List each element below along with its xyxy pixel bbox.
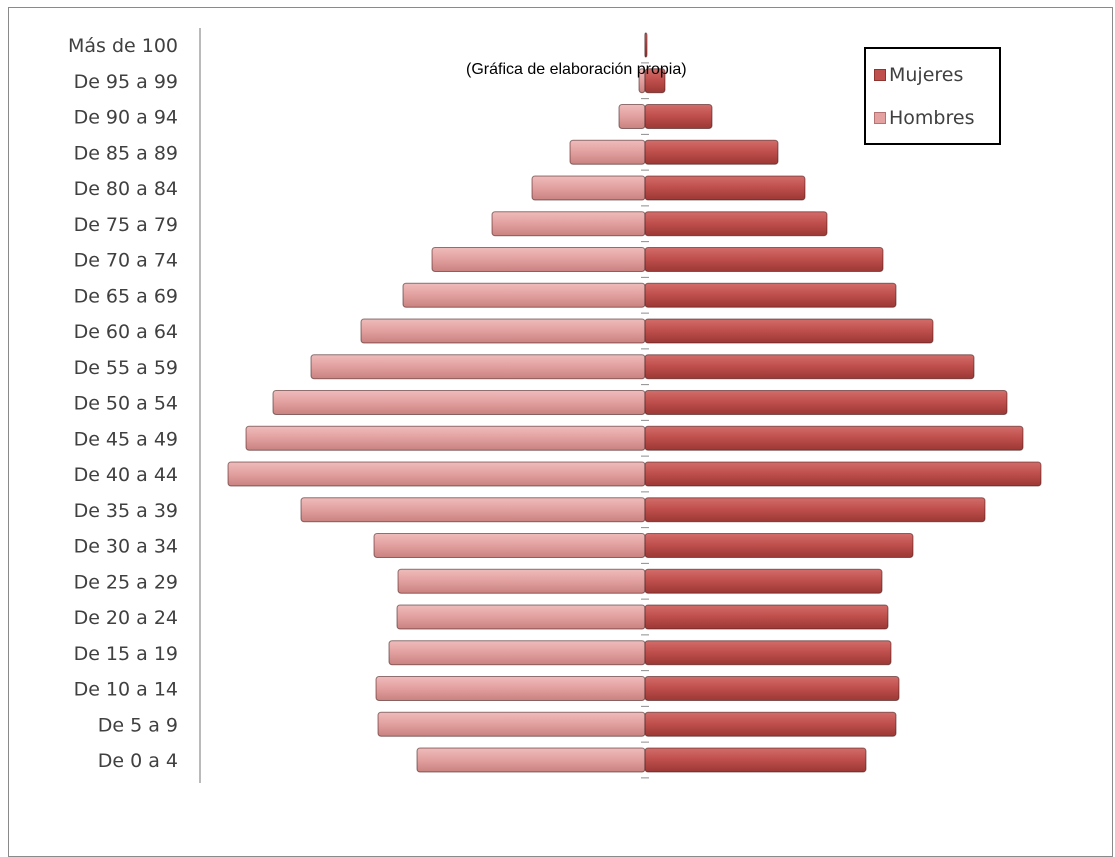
bar-hombres-de-65-a-69 xyxy=(402,282,646,308)
bar-hombres-de-35-a-39 xyxy=(300,497,646,523)
bar-hombres-de-0-a-4 xyxy=(416,747,646,773)
bar-mujeres-de-45-a-49 xyxy=(644,425,1024,451)
category-label-de-50-a-54: De 50 a 54 xyxy=(74,393,178,415)
legend-item-hombres: Hombres xyxy=(874,107,974,129)
bar-hombres-de-10-a-14 xyxy=(375,676,646,701)
bar-mujeres-de-85-a-89 xyxy=(644,139,779,165)
category-label-de-65-a-69: De 65 a 69 xyxy=(74,285,178,307)
bar-mujeres-mas-de-100 xyxy=(644,32,648,58)
category-label-de-30-a-34: De 30 a 34 xyxy=(74,536,178,558)
bar-hombres-de-40-a-44 xyxy=(227,461,646,487)
bar-mujeres-de-15-a-19 xyxy=(644,640,892,666)
bar-hombres-de-80-a-84 xyxy=(531,175,646,201)
category-label-mas-de-100: Más de 100 xyxy=(68,35,178,57)
category-label-de-10-a-14: De 10 a 14 xyxy=(74,679,178,701)
bar-mujeres-de-5-a-9 xyxy=(644,711,897,737)
legend-item-mujeres: Mujeres xyxy=(874,64,963,86)
legend: Mujeres Hombres xyxy=(864,47,1001,145)
category-label-de-35-a-39: De 35 a 39 xyxy=(74,500,178,522)
bar-mujeres-de-60-a-64 xyxy=(644,318,934,344)
bar-mujeres-de-30-a-34 xyxy=(644,533,914,558)
bar-hombres-de-25-a-29 xyxy=(397,568,646,594)
bar-mujeres-de-80-a-84 xyxy=(644,175,806,201)
bar-mujeres-de-10-a-14 xyxy=(644,676,900,701)
bar-mujeres-de-65-a-69 xyxy=(644,282,897,308)
category-label-de-40-a-44: De 40 a 44 xyxy=(74,464,178,486)
bar-mujeres-de-20-a-24 xyxy=(644,604,889,630)
legend-swatch-hombres xyxy=(874,112,886,124)
bar-mujeres-de-70-a-74 xyxy=(644,247,884,272)
bar-mujeres-de-95-a-99 xyxy=(644,68,666,94)
category-label-de-90-a-94: De 90 a 94 xyxy=(74,107,178,129)
category-label-de-95-a-99: De 95 a 99 xyxy=(74,71,178,93)
bar-hombres-de-15-a-19 xyxy=(388,640,646,666)
bar-hombres-de-85-a-89 xyxy=(569,139,646,165)
legend-swatch-mujeres xyxy=(874,69,886,81)
bar-mujeres-de-50-a-54 xyxy=(644,390,1008,415)
bar-mujeres-de-55-a-59 xyxy=(644,354,975,380)
legend-label-hombres: Hombres xyxy=(889,107,975,129)
bar-mujeres-de-75-a-79 xyxy=(644,211,828,237)
legend-label-mujeres: Mujeres xyxy=(889,64,964,86)
bar-hombres-de-50-a-54 xyxy=(272,390,646,415)
category-label-de-45-a-49: De 45 a 49 xyxy=(74,428,178,450)
category-label-de-55-a-59: De 55 a 59 xyxy=(74,357,178,379)
category-label-de-0-a-4: De 0 a 4 xyxy=(98,750,178,772)
category-labels-group: Más de 100 De 95 a 99 De 90 a 94 De 85 a 89… xyxy=(68,35,178,772)
bar-hombres-de-75-a-79 xyxy=(491,211,646,237)
category-label-de-15-a-19: De 15 a 19 xyxy=(74,643,178,665)
bar-hombres-de-45-a-49 xyxy=(245,425,646,451)
category-label-de-75-a-79: De 75 a 79 xyxy=(74,214,178,236)
bar-mujeres-de-35-a-39 xyxy=(644,497,986,523)
category-label-de-25-a-29: De 25 a 29 xyxy=(74,571,178,593)
bar-mujeres-de-0-a-4 xyxy=(644,747,867,773)
bar-hombres-de-70-a-74 xyxy=(431,247,646,272)
bar-hombres-de-5-a-9 xyxy=(377,711,646,737)
category-label-de-5-a-9: De 5 a 9 xyxy=(98,714,178,736)
category-label-de-20-a-24: De 20 a 24 xyxy=(74,607,178,629)
bar-mujeres-de-25-a-29 xyxy=(644,568,883,594)
bar-hombres-de-90-a-94 xyxy=(618,104,646,129)
category-label-de-85-a-89: De 85 a 89 xyxy=(74,142,178,164)
category-label-de-80-a-84: De 80 a 84 xyxy=(74,178,178,200)
bar-hombres-de-55-a-59 xyxy=(310,354,646,380)
chart-note: (Gráfica de elaboración propia) xyxy=(466,61,687,78)
bar-hombres-de-30-a-34 xyxy=(373,533,646,558)
bar-mujeres-de-90-a-94 xyxy=(644,104,713,129)
category-label-de-60-a-64: De 60 a 64 xyxy=(74,321,178,343)
bar-hombres-de-60-a-64 xyxy=(360,318,646,344)
category-label-de-70-a-74: De 70 a 74 xyxy=(74,250,178,272)
bar-mujeres-de-40-a-44 xyxy=(644,461,1042,487)
bars-group xyxy=(227,32,1042,779)
bar-hombres-de-20-a-24 xyxy=(396,604,646,630)
